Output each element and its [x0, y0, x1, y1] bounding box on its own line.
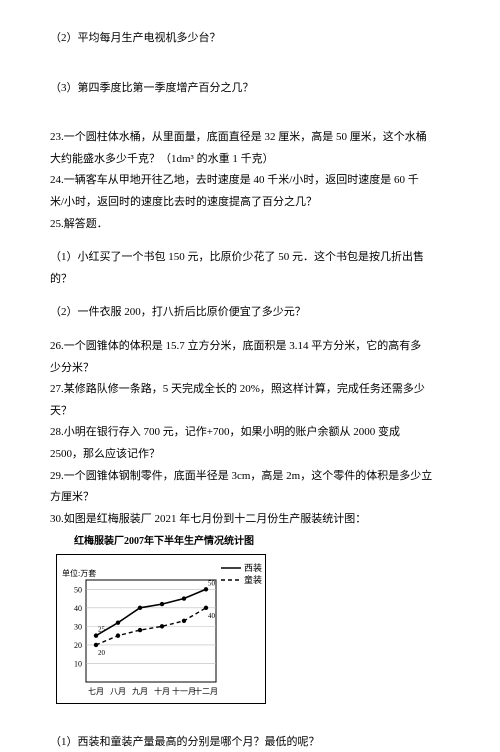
- svg-text:八月: 八月: [110, 687, 126, 696]
- problem-28-line1: 28.小明在银行存入 700 元，记作+700，如果小明的账户余额从 2000 …: [50, 424, 450, 442]
- problem-25: 25.解答题．: [50, 216, 450, 234]
- svg-text:七月: 七月: [88, 687, 104, 696]
- spacer: [50, 714, 450, 734]
- question-3: （3）第四季度比第一季度增产百分之几？: [50, 80, 450, 98]
- chart-container: 红梅服装厂2007年下半年生产情况统计图 西装童装 单位:万套 10 20 30 40 50…: [56, 534, 450, 704]
- spacer: [50, 101, 450, 129]
- svg-text:西装: 西装: [244, 562, 262, 573]
- problem-28-line2: 2500，那么应该记作？: [50, 446, 450, 464]
- svg-text:30: 30: [74, 623, 82, 632]
- svg-text:十一月: 十一月: [172, 686, 196, 696]
- problem-26-line1: 26.一个圆锥体的体积是 15.7 立方分米，底面积是 3.14 平方分米，它的…: [50, 338, 450, 356]
- question-30-1: （1）西装和童装产量最高的分别是哪个月？最低的呢？: [50, 734, 450, 752]
- question-2: （2）平均每月生产电视机多少台？: [50, 30, 450, 48]
- spacer: [50, 326, 450, 338]
- problem-26-line2: 少分米？: [50, 360, 450, 378]
- problem-23-line1: 23.一个圆柱体水桶，从里面量，底面直径是 32 厘米，高是 50 厘米，这个水…: [50, 129, 450, 147]
- svg-text:50: 50: [208, 580, 216, 588]
- spacer: [50, 292, 450, 304]
- problem-27-line1: 27.某修路队修一条路，5 天完成全长的 20%，照这样计算，完成任务还需多少: [50, 381, 450, 399]
- problem-24-line1: 24.一辆客车从甲地开往乙地，去时速度是 40 千米/小时，返回时速度是 60 …: [50, 172, 450, 190]
- svg-text:10: 10: [74, 660, 82, 669]
- problem-23-line2: 大约能盛水多少千克？（1dm³ 的水重 1 千克）: [50, 151, 450, 169]
- problem-27-line2: 天？: [50, 403, 450, 421]
- spacer: [50, 52, 450, 80]
- spacer: [50, 237, 450, 249]
- problem-29-line2: 方厘米？: [50, 489, 450, 507]
- problem-25-1a: （1）小红买了一个书包 150 元，比原价少花了 50 元．这个书包是按几折出售: [50, 249, 450, 267]
- problem-30: 30.如图是红梅服装厂 2021 年七月份到十二月份生产服装统计图：: [50, 511, 450, 529]
- svg-text:40: 40: [74, 604, 82, 613]
- chart-title: 红梅服装厂2007年下半年生产情况统计图: [74, 534, 450, 550]
- svg-text:十月: 十月: [154, 686, 170, 696]
- svg-text:单位:万套: 单位:万套: [62, 568, 96, 578]
- problem-24-line2: 米/小时，返回时的速度比去时的速度提高了百分之几？: [50, 194, 450, 212]
- problem-25-1b: 的？: [50, 271, 450, 289]
- svg-text:童装: 童装: [244, 574, 262, 585]
- svg-text:20: 20: [74, 641, 82, 650]
- svg-text:九月: 九月: [132, 687, 148, 696]
- svg-text:十二月: 十二月: [194, 686, 218, 696]
- svg-text:50: 50: [74, 586, 82, 595]
- problem-29-line1: 29.一个圆锥体钢制零件，底面半径是 3cm，高是 2m，这个零件的体积是多少立: [50, 468, 450, 486]
- line-chart: 西装童装 单位:万套 10 20 30 40 50 七月八月九月十月十一月十二月 25 50 20 4…: [56, 554, 266, 704]
- svg-text:40: 40: [208, 612, 216, 620]
- svg-text:25: 25: [98, 626, 106, 634]
- svg-text:20: 20: [98, 649, 106, 657]
- problem-25-2: （2）一件衣服 200，打八折后比原价便宜了多少元？: [50, 304, 450, 322]
